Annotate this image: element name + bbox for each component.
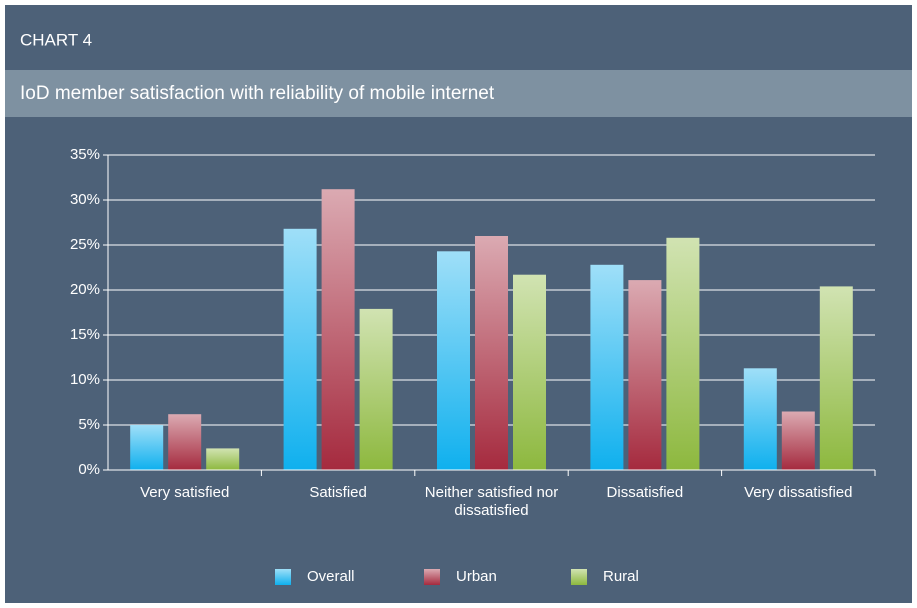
bar: [513, 274, 546, 470]
x-tick-label: Neither satisfied nor dissatisfied: [424, 484, 559, 519]
y-tick-label: 5%: [78, 416, 100, 433]
y-tick-label: 10%: [70, 371, 100, 388]
bar: [283, 228, 317, 470]
legend-swatch: [275, 569, 291, 585]
y-tick-label: 0%: [78, 461, 100, 478]
y-tick-label: 15%: [70, 326, 100, 343]
y-tick-label: 20%: [70, 281, 100, 298]
x-tick-label: Satisfied: [309, 484, 367, 501]
x-tick-label: Very satisfied: [140, 484, 230, 501]
x-tick-label: Dissatisfied: [606, 484, 684, 501]
legend-label: Rural: [603, 568, 639, 585]
bar: [206, 448, 240, 470]
chart-label: CHART 4: [20, 30, 92, 49]
legend-swatch: [424, 569, 440, 585]
legend-label: Urban: [456, 568, 497, 585]
bar: [743, 368, 777, 470]
bar: [130, 425, 164, 470]
bar: [321, 189, 355, 470]
bar: [437, 251, 470, 470]
bar: [819, 286, 853, 470]
legend-label: Overall: [307, 568, 355, 585]
bar: [628, 280, 662, 470]
bar: [168, 414, 202, 470]
bar: [666, 237, 700, 470]
chart-title: IoD member satisfaction with reliability…: [20, 83, 495, 104]
x-tick-label: Very dissatisfied: [744, 484, 853, 501]
bar: [590, 264, 624, 470]
title-band: [5, 70, 912, 117]
y-tick-label: 35%: [70, 146, 100, 163]
bar: [359, 308, 393, 470]
y-tick-label: 30%: [70, 191, 100, 208]
y-tick-label: 25%: [70, 236, 100, 253]
bar: [475, 236, 508, 470]
legend-swatch: [571, 569, 587, 585]
bar: [781, 411, 815, 470]
